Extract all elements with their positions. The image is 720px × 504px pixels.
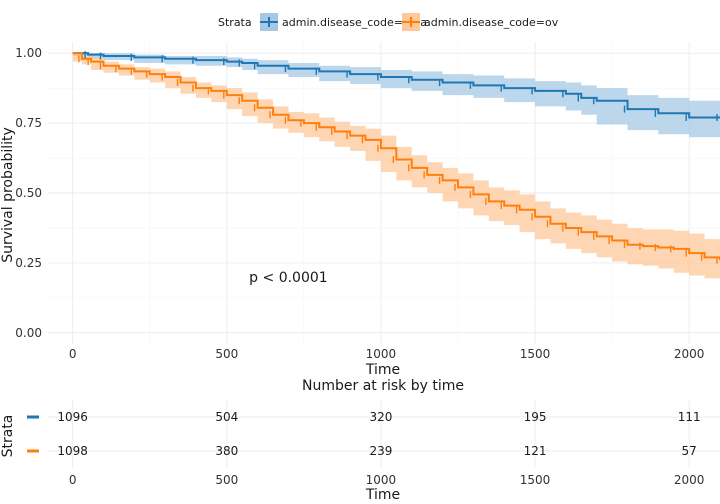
risk-x-tick-label: 1500 [520,473,551,487]
risk-x-tick-label: 0 [69,473,77,487]
y-tick-labels: 0.00 0.25 0.50 0.75 1.00 [15,46,42,340]
x-tick-label: 0 [69,347,77,361]
x-tick-label: 1500 [520,347,551,361]
p-value-annotation: p < 0.0001 [249,270,328,286]
risk-table-x-title: Time [365,487,400,503]
risk-count-cell: 239 [369,444,392,458]
risk-count-cell: 111 [678,410,701,424]
y-tick-label: 0.25 [15,256,42,270]
risk-x-tick-label: 1000 [366,473,397,487]
y-tick-label: 0.75 [15,116,42,130]
risk-count-cell: 320 [369,410,392,424]
censor-marks [78,51,718,264]
risk-count-cell: 380 [215,444,238,458]
survival-curve-brca [72,52,720,119]
y-tick-label: 0.00 [15,326,42,340]
risk-count-cell: 57 [682,444,697,458]
y-axis-title: Survival probability [0,127,16,263]
legend-title: Strata [218,16,252,29]
risk-count-cell: 1096 [57,410,88,424]
risk-table-grid [48,400,720,468]
risk-count-cell: 504 [215,410,238,424]
survival-curves [72,52,720,261]
risk-count-cell: 195 [524,410,547,424]
legend-label-brca: admin.disease_code=brca [282,16,427,29]
risk-table-rows: 1096 504 320 195 111 1098 380 239 121 57 [27,410,701,458]
survival-curve-ov [72,52,720,261]
risk-x-tick-label: 2000 [674,473,705,487]
risk-table-y-title: Strata [0,415,16,458]
x-axis-title: Time [365,362,400,378]
confidence-band-ov [72,53,720,279]
y-tick-label: 1.00 [15,46,42,60]
legend: Strata admin.disease_code=brca admin.dis… [218,13,559,31]
risk-x-tick-label: 500 [215,473,238,487]
x-tick-label: 500 [215,347,238,361]
x-tick-labels: 0 500 1000 1500 2000 [69,347,705,361]
confidence-bands [72,53,720,279]
risk-count-cell: 121 [524,444,547,458]
risk-count-cell: 1098 [57,444,88,458]
risk-table-title: Number at risk by time [302,378,464,394]
legend-label-ov: admin.disease_code=ov [424,16,559,29]
y-tick-label: 0.50 [15,186,42,200]
x-tick-label: 1000 [366,347,397,361]
confidence-band-brca [72,53,720,138]
x-tick-label: 2000 [674,347,705,361]
risk-table-x-tick-labels: 0 500 1000 1500 2000 [69,473,705,487]
